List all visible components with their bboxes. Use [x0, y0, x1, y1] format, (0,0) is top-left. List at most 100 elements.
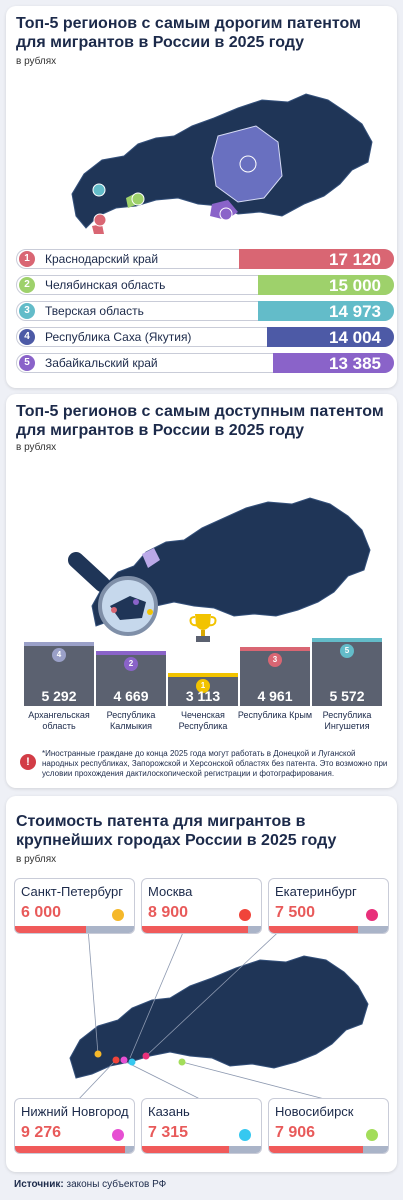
rank-number: 2 [19, 277, 35, 293]
section3-unit: в рублях [16, 854, 57, 865]
trophy-icon [189, 614, 217, 642]
map-markers [92, 155, 257, 227]
source-line: Источник: законы субъектов РФ [14, 1179, 166, 1190]
marker-2 [131, 192, 145, 206]
region-dot-kalmykia [133, 599, 139, 605]
city-dot-nsk [178, 1058, 186, 1066]
ranking-row: 2 Челябинская область 15 000 [16, 275, 394, 295]
city-bar [15, 926, 87, 933]
city-value: 7 906 [275, 1124, 316, 1141]
city-card: Санкт-Петербург 6 000 [14, 878, 135, 934]
ranking-bar [239, 249, 394, 269]
city-name: Новосибирск [275, 1104, 354, 1119]
city-color-dot [366, 909, 378, 921]
region-name: Тверская область [45, 304, 144, 318]
region-dot-chechnya [147, 609, 153, 615]
city-card: Москва 8 900 [141, 878, 262, 934]
ranking-value: 15 000 [329, 276, 381, 295]
city-color-dot [112, 1129, 124, 1141]
marker-5 [219, 207, 233, 221]
ranking-value: 14 973 [329, 302, 381, 321]
region-dot-crimea [111, 607, 117, 613]
city-dot-moscow [112, 1056, 120, 1064]
city-value: 8 900 [148, 904, 189, 921]
city-color-dot [239, 1129, 251, 1141]
column-value: 4 669 [113, 688, 149, 704]
city-name: Санкт-Петербург [21, 884, 123, 899]
russia-map-shape [69, 955, 369, 1079]
connector-lines [79, 928, 323, 1098]
city-bar [142, 926, 248, 933]
column-label: Чеченская Республика [178, 710, 228, 731]
russia-map-cities [69, 928, 369, 1098]
region-name: Челябинская область [45, 278, 166, 292]
column-cap [24, 642, 94, 647]
rank-number: 5 [340, 644, 354, 659]
rank-number: 2 [124, 657, 138, 671]
column-cap [312, 638, 382, 643]
city-color-dot [239, 909, 251, 921]
region-name: Республика Саха (Якутия) [45, 330, 192, 344]
city-name: Казань [148, 1104, 190, 1119]
column-cap [96, 651, 166, 655]
ranking-bar [258, 301, 394, 321]
city-value: 7 500 [275, 904, 316, 921]
source-text: законы субъектов РФ [66, 1179, 167, 1190]
cheapest-columns: 4 5 292 Архангельская область 2 4 669 Республ… [24, 394, 384, 734]
column-label: Республика Калмыкия [106, 710, 156, 731]
magnifier-handle [68, 552, 110, 592]
section1-unit: в рублях [16, 56, 57, 67]
marker-4 [239, 155, 257, 173]
ranking-value: 14 004 [329, 328, 381, 347]
rank-number: 1 [19, 251, 35, 267]
city-name: Москва [148, 884, 193, 899]
section2-title: Топ-5 регионов с самым доступным патенто… [16, 403, 384, 439]
rank-number: 3 [268, 652, 282, 667]
ranking-row: 3 Тверская область 14 973 [16, 301, 394, 321]
city-value: 9 276 [21, 1124, 62, 1141]
rank-number: 1 [196, 679, 210, 694]
city-card: Екатеринбург 7 500 [268, 878, 389, 934]
city-card: Новосибирск 7 906 [268, 1098, 389, 1154]
city-dot-nn [120, 1056, 128, 1064]
column-value: 5 572 [329, 688, 365, 704]
russia-map-cheapest [68, 497, 371, 636]
footnote: *Иностранные граждане до конца 2025 года… [42, 749, 388, 778]
column-value: 5 292 [41, 688, 77, 704]
region-name: Забайкальский край [45, 356, 158, 370]
marker-1 [93, 213, 107, 227]
city-dot-ekb [142, 1052, 150, 1060]
ranking-row: 5 Забайкальский край 13 385 [16, 353, 394, 373]
column-cap [240, 646, 310, 651]
ranking-bar [273, 353, 394, 373]
city-card: Нижний Новгород 9 276 [14, 1098, 135, 1154]
city-value: 7 315 [148, 1124, 189, 1141]
section1-title: Топ-5 регионов с самым дорогим патентом … [16, 15, 361, 51]
cheapest-card: Топ-5 регионов с самым доступным патенто… [6, 394, 397, 788]
marker-3 [92, 183, 106, 197]
section2-unit: в рублях [16, 442, 57, 453]
column-value: 4 961 [257, 688, 293, 704]
column-label: Республика Ингушетия [322, 710, 372, 731]
column-label: Архангельская область [28, 710, 90, 731]
krasnodar-region [92, 224, 104, 234]
city-name: Нижний Новгород [21, 1104, 129, 1119]
city-bar [15, 1146, 126, 1153]
cities-card: Стоимость патента для мигрантов в крупне… [6, 796, 397, 1172]
city-value: 6 000 [21, 904, 62, 921]
city-dot-kazan [128, 1058, 136, 1066]
ranking-value: 13 385 [329, 354, 381, 373]
rank-number: 4 [19, 329, 35, 345]
ranking-bar [258, 275, 394, 295]
warning-icon: ! [20, 754, 36, 770]
column-cap [168, 673, 238, 678]
ranking-bar [267, 327, 394, 347]
source-label: Источник: [14, 1179, 64, 1190]
city-bar [142, 1146, 230, 1153]
city-color-dot [366, 1129, 378, 1141]
city-bar [269, 926, 359, 933]
column-label: Республика Крым [237, 710, 313, 720]
expensive-card: Топ-5 регионов с самым дорогим патентом … [6, 6, 397, 388]
region-name: Краснодарский край [45, 252, 159, 266]
russia-map-expensive [71, 93, 373, 234]
